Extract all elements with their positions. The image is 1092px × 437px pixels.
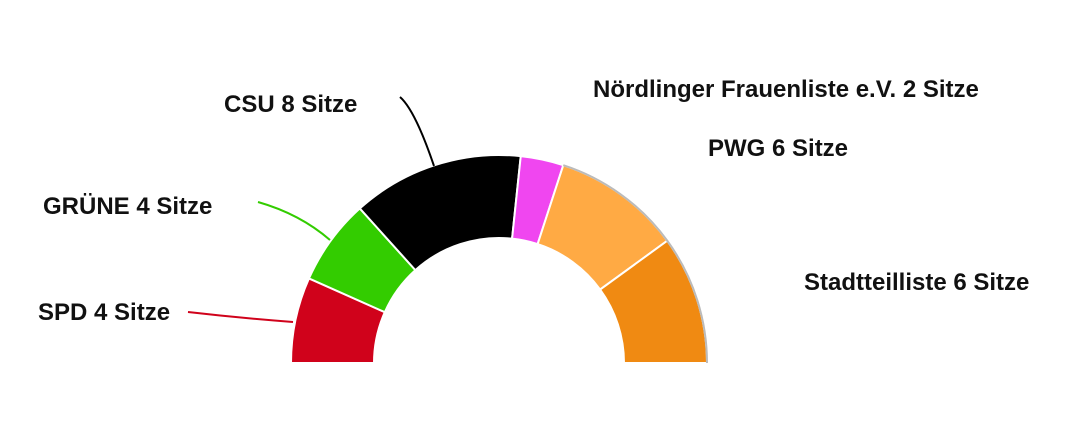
label-gruene: GRÜNE 4 Sitze: [43, 193, 212, 220]
label-leader-lines: [187, 96, 435, 323]
label-csu: CSU 8 Sitze: [224, 91, 357, 118]
label-noerdlinger-frauenliste-e-v: Nördlinger Frauenliste e.V. 2 Sitze: [593, 76, 979, 103]
leader-line-csu: [399, 96, 435, 167]
label-spd: SPD 4 Sitze: [38, 299, 170, 326]
chart-slices: [289, 154, 709, 364]
label-pwg: PWG 6 Sitze: [708, 135, 848, 162]
outer-arc-outline: [562, 164, 708, 364]
leader-line-spd: [187, 311, 294, 323]
chart-labels: SPD 4 Sitze GRÜNE 4 Sitze CSU 8 Sitze Nördl…: [38, 76, 1029, 326]
label-stadtteilliste: Stadtteilliste 6 Sitze: [804, 269, 1029, 296]
leader-line-gruene: [257, 201, 331, 241]
